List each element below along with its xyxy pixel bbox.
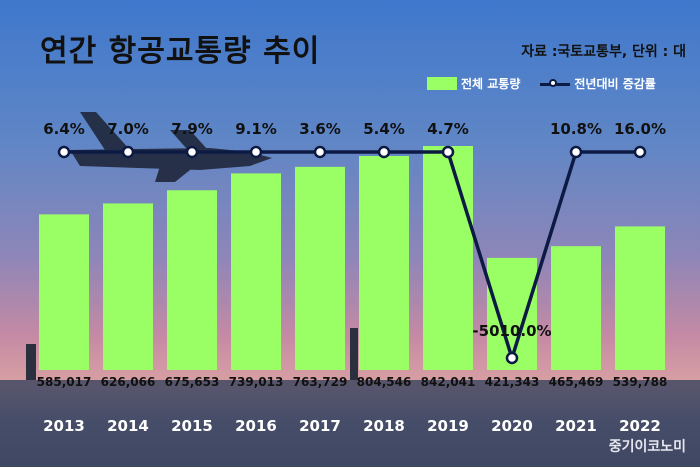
growth-rate-label: 7.0% — [107, 120, 149, 138]
control-tower-icon — [26, 344, 36, 380]
x-tick-label: 2021 — [555, 417, 597, 435]
legend: 전체 교통량 전년대비 증감률 — [427, 75, 656, 92]
x-tick-label: 2020 — [491, 417, 533, 435]
legend-line-swatch — [540, 78, 571, 89]
bar-value-label: 842,041 — [421, 375, 476, 389]
watermark: 중기이코노미 — [608, 439, 686, 455]
bar-2016 — [231, 173, 281, 370]
growth-rate-label: 5.4% — [363, 120, 405, 138]
bar-value-label: 585,017 — [37, 375, 92, 389]
growth-point-2021 — [569, 145, 583, 159]
growth-rate-label: 4.7% — [427, 120, 469, 138]
x-tick-label: 2022 — [619, 417, 661, 435]
chart-title: 연간 항공교통량 추이 — [40, 34, 321, 69]
bar-value-label: 675,653 — [165, 375, 220, 389]
bar-value-label: 421,343 — [485, 375, 540, 389]
growth-point-2018 — [377, 145, 391, 159]
x-tick-label: 2013 — [43, 417, 85, 435]
bar-2018 — [359, 155, 409, 370]
growth-rate-label: 3.6% — [299, 120, 341, 138]
bar-2017 — [295, 166, 345, 370]
growth-rate-label: -5010.0% — [472, 322, 551, 340]
growth-point-2020 — [505, 351, 519, 365]
growth-rate-label: 9.1% — [235, 120, 277, 138]
x-tick-label: 2019 — [427, 417, 469, 435]
growth-point-2019 — [441, 145, 455, 159]
source-note: 자료 :국토교통부, 단위 : 대 — [521, 44, 686, 60]
legend-line-label: 전년대비 증감률 — [574, 77, 656, 91]
x-tick-label: 2017 — [299, 417, 341, 435]
bar-value-label: 626,066 — [101, 375, 156, 389]
growth-rate-label: 7.9% — [171, 120, 213, 138]
x-tick-label: 2016 — [235, 417, 277, 435]
growth-rate-label: 16.0% — [614, 120, 666, 138]
growth-rate-label: 10.8% — [550, 120, 602, 138]
bar-2014 — [103, 203, 153, 370]
bar-2020 — [487, 257, 537, 370]
x-tick-label: 2015 — [171, 417, 213, 435]
growth-point-2016 — [249, 145, 263, 159]
growth-rate-line — [64, 150, 640, 360]
bar-value-label: 465,469 — [549, 375, 604, 389]
bar-2019 — [423, 146, 473, 370]
bar-value-label: 804,546 — [357, 375, 412, 389]
legend-bar-swatch — [427, 77, 457, 90]
bar-2013 — [39, 214, 89, 370]
growth-point-2022 — [633, 145, 647, 159]
bar-value-label: 539,788 — [613, 375, 668, 389]
growth-point-2015 — [185, 145, 199, 159]
tower-icon — [350, 328, 358, 380]
bar-2022 — [615, 226, 665, 370]
bar-2021 — [551, 246, 601, 370]
growth-point-2017 — [313, 145, 327, 159]
bar-value-label: 739,013 — [229, 375, 284, 389]
legend-bar-label: 전체 교통량 — [461, 77, 521, 91]
x-tick-label: 2014 — [107, 417, 149, 435]
growth-rate-label: 6.4% — [43, 120, 85, 138]
bar-value-label: 763,729 — [293, 375, 348, 389]
bar-2015 — [167, 190, 217, 370]
x-tick-label: 2018 — [363, 417, 405, 435]
growth-point-2014 — [121, 145, 135, 159]
growth-point-2013 — [57, 145, 71, 159]
